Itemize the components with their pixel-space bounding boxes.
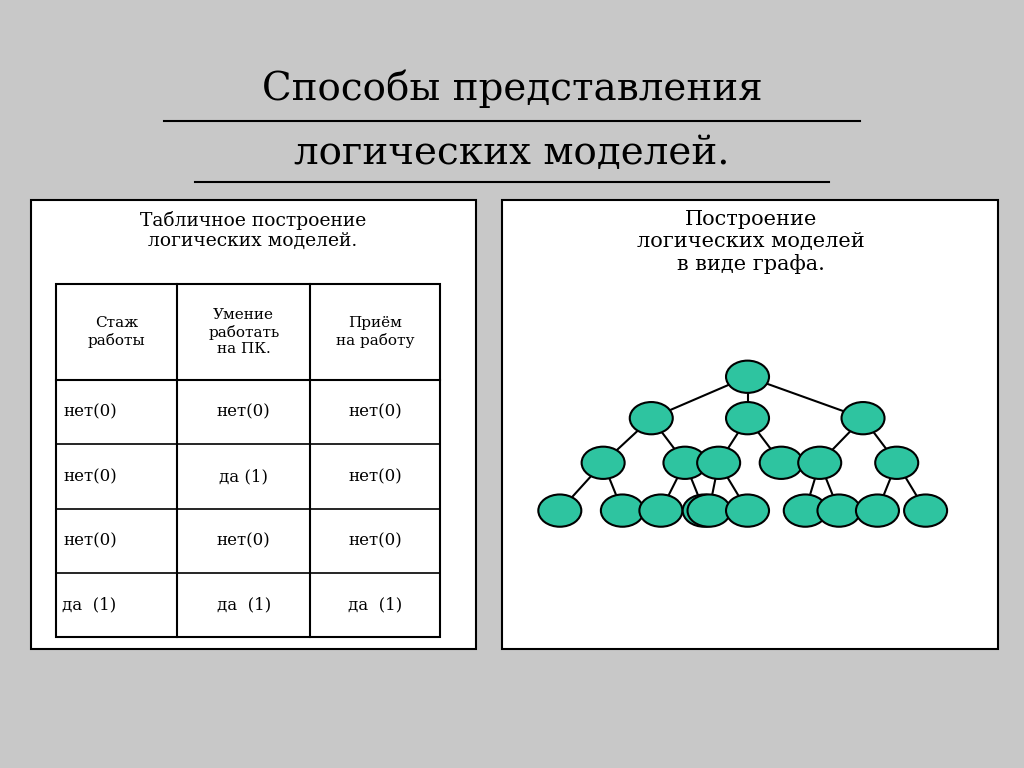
Bar: [31, 200, 476, 649]
Circle shape: [630, 402, 673, 435]
Circle shape: [683, 495, 726, 527]
Circle shape: [726, 402, 769, 435]
Circle shape: [726, 361, 769, 393]
Text: нет(0): нет(0): [348, 532, 402, 549]
Circle shape: [601, 495, 644, 527]
Circle shape: [783, 495, 826, 527]
Text: да  (1): да (1): [62, 597, 117, 614]
Circle shape: [582, 447, 625, 479]
Text: нет(0): нет(0): [63, 404, 117, 421]
Circle shape: [664, 447, 707, 479]
Circle shape: [726, 495, 769, 527]
Text: да (1): да (1): [219, 468, 268, 485]
Text: Стаж
работы: Стаж работы: [88, 316, 145, 348]
Circle shape: [639, 495, 682, 527]
Text: нет(0): нет(0): [348, 468, 402, 485]
Text: Способы представления: Способы представления: [262, 69, 762, 108]
Text: нет(0): нет(0): [348, 404, 402, 421]
Bar: [56, 284, 440, 637]
Circle shape: [799, 447, 842, 479]
Text: Приём
на работу: Приём на работу: [336, 316, 415, 348]
Circle shape: [760, 447, 803, 479]
Circle shape: [876, 447, 919, 479]
Circle shape: [697, 447, 740, 479]
Text: Табличное построение
логических моделей.: Табличное построение логических моделей.: [140, 210, 366, 250]
Circle shape: [904, 495, 947, 527]
Text: нет(0): нет(0): [217, 404, 270, 421]
Circle shape: [842, 402, 885, 435]
Text: да  (1): да (1): [348, 597, 402, 614]
Bar: [502, 200, 998, 649]
Text: да  (1): да (1): [217, 597, 270, 614]
Text: Построение
логических моделей
в виде графа.: Построение логических моделей в виде гра…: [637, 210, 864, 274]
Text: нет(0): нет(0): [217, 532, 270, 549]
Circle shape: [539, 495, 582, 527]
Text: логических моделей.: логических моделей.: [294, 135, 730, 172]
Circle shape: [817, 495, 860, 527]
Text: нет(0): нет(0): [63, 532, 117, 549]
Circle shape: [687, 495, 730, 527]
Text: нет(0): нет(0): [63, 468, 117, 485]
Text: Умение
работать
на ПК.: Умение работать на ПК.: [208, 309, 280, 356]
Circle shape: [856, 495, 899, 527]
